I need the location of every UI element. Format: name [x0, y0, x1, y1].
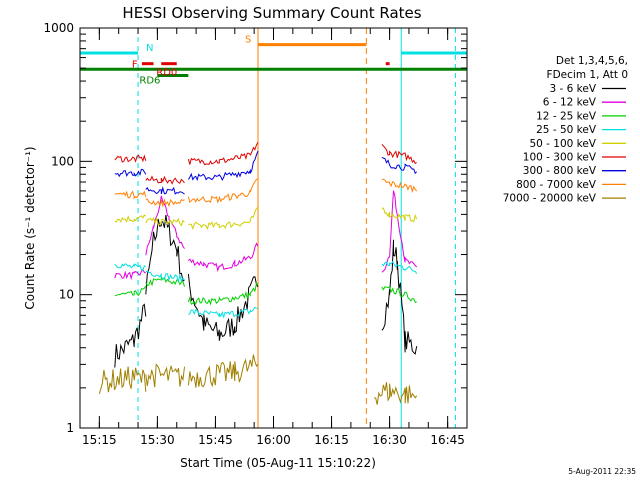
series-300-800-kev [114, 150, 418, 195]
y-tick-label: 1000 [43, 21, 74, 35]
flare-label: F [132, 60, 138, 71]
series-line [145, 198, 185, 208]
series-7000-20000-kev [98, 354, 418, 405]
y-tick-label: 100 [51, 154, 74, 168]
rd0-label: RD0 [156, 68, 177, 79]
series-line [381, 143, 417, 165]
legend-header-attenuator: FDecim 1, Att 0 [547, 69, 628, 81]
series-line [381, 260, 418, 274]
legend-label: 800 - 7000 keV [516, 179, 597, 191]
series-line [114, 303, 147, 368]
saa-label: S [245, 35, 251, 46]
series-100-300-kev [114, 141, 417, 185]
series-line [188, 306, 259, 319]
series-line [145, 186, 185, 195]
series-line [145, 195, 185, 256]
series-line [114, 285, 147, 297]
series-50-100-kev [114, 207, 418, 231]
series-line [187, 178, 259, 204]
series-line [187, 354, 259, 388]
legend-label: 300 - 800 keV [523, 165, 597, 177]
series-line [381, 156, 418, 175]
night-label: N [146, 43, 153, 54]
legend-label: 12 - 25 keV [536, 110, 597, 122]
series-line [114, 154, 147, 163]
series-line [114, 190, 147, 200]
x-axis: 15:15 15:30 15:45 16:00 16:15 16:30 16:45 [79, 28, 468, 447]
x-axis-label: Start Time (05-Aug-11 15:10:22) [180, 456, 376, 470]
series-3-6-kev [114, 215, 418, 368]
series-line [381, 239, 418, 355]
y-axis-label: Count Rate (s⁻¹ detector⁻¹) [23, 146, 37, 309]
series-line [114, 262, 146, 271]
series-line [187, 141, 259, 166]
x-tick-label: 16:30 [372, 433, 407, 447]
series-line [145, 270, 185, 283]
series-line [145, 175, 185, 185]
series-line [145, 216, 185, 227]
x-tick-label: 15:15 [82, 433, 117, 447]
legend-label: 6 - 12 keV [543, 97, 597, 109]
series-line [381, 178, 418, 194]
x-tick-label: 15:30 [140, 433, 175, 447]
series-12-25-kev [114, 275, 417, 306]
y-tick-label: 10 [59, 288, 74, 302]
legend-label: 7000 - 20000 keV [503, 193, 597, 205]
series-line [114, 214, 147, 223]
series-line [114, 268, 146, 281]
plot-timestamp: 5-Aug-2011 22:35 [568, 467, 636, 476]
rd6-label: RD6 [139, 76, 160, 87]
series-line [187, 273, 259, 341]
series-line [188, 207, 259, 231]
series-line [114, 168, 147, 178]
series-6-12-kev [114, 190, 418, 281]
x-tick-label: 16:00 [256, 433, 291, 447]
series-line [381, 207, 418, 223]
chart-title: HESSI Observing Summary Count Rates [122, 4, 421, 22]
legend: Det 1,3,4,5,6, FDecim 1, Att 0 3 - 6 keV… [503, 55, 628, 205]
y-axis: 1 10 100 1000 [43, 21, 467, 435]
legend-header-detectors: Det 1,3,4,5,6, [556, 55, 628, 67]
y-tick-label: 1 [66, 421, 74, 435]
series-25-50-kev [114, 260, 418, 319]
series-line [188, 242, 259, 273]
series-line [98, 366, 147, 395]
x-tick-label: 15:45 [198, 433, 233, 447]
series-line [145, 363, 185, 388]
legend-label: 25 - 50 keV [536, 124, 597, 136]
legend-label: 50 - 100 keV [529, 138, 596, 150]
series-line [187, 282, 259, 306]
series-line [381, 190, 418, 273]
series-line [381, 285, 417, 304]
series-line [187, 150, 259, 182]
series-800-7000-kev [114, 178, 418, 208]
series-line [373, 382, 418, 405]
legend-label: 100 - 300 keV [523, 152, 597, 164]
legend-label: 3 - 6 keV [549, 83, 596, 95]
x-tick-label: 16:15 [314, 433, 349, 447]
x-tick-label: 16:45 [430, 433, 465, 447]
data-layer [80, 28, 467, 428]
